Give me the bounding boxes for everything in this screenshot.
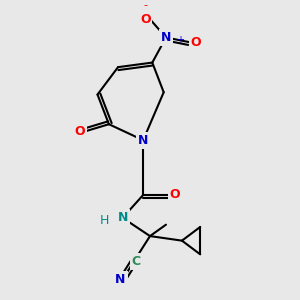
Text: C: C — [132, 255, 141, 268]
Text: N: N — [138, 134, 148, 147]
Text: +: + — [176, 35, 184, 45]
Text: -: - — [143, 1, 147, 10]
Text: O: O — [190, 35, 201, 49]
Text: N: N — [115, 273, 125, 286]
Text: N: N — [161, 31, 171, 44]
Text: O: O — [74, 124, 85, 138]
Text: O: O — [170, 188, 180, 202]
Text: N: N — [117, 211, 128, 224]
Text: O: O — [140, 13, 151, 26]
Text: H: H — [100, 214, 109, 226]
